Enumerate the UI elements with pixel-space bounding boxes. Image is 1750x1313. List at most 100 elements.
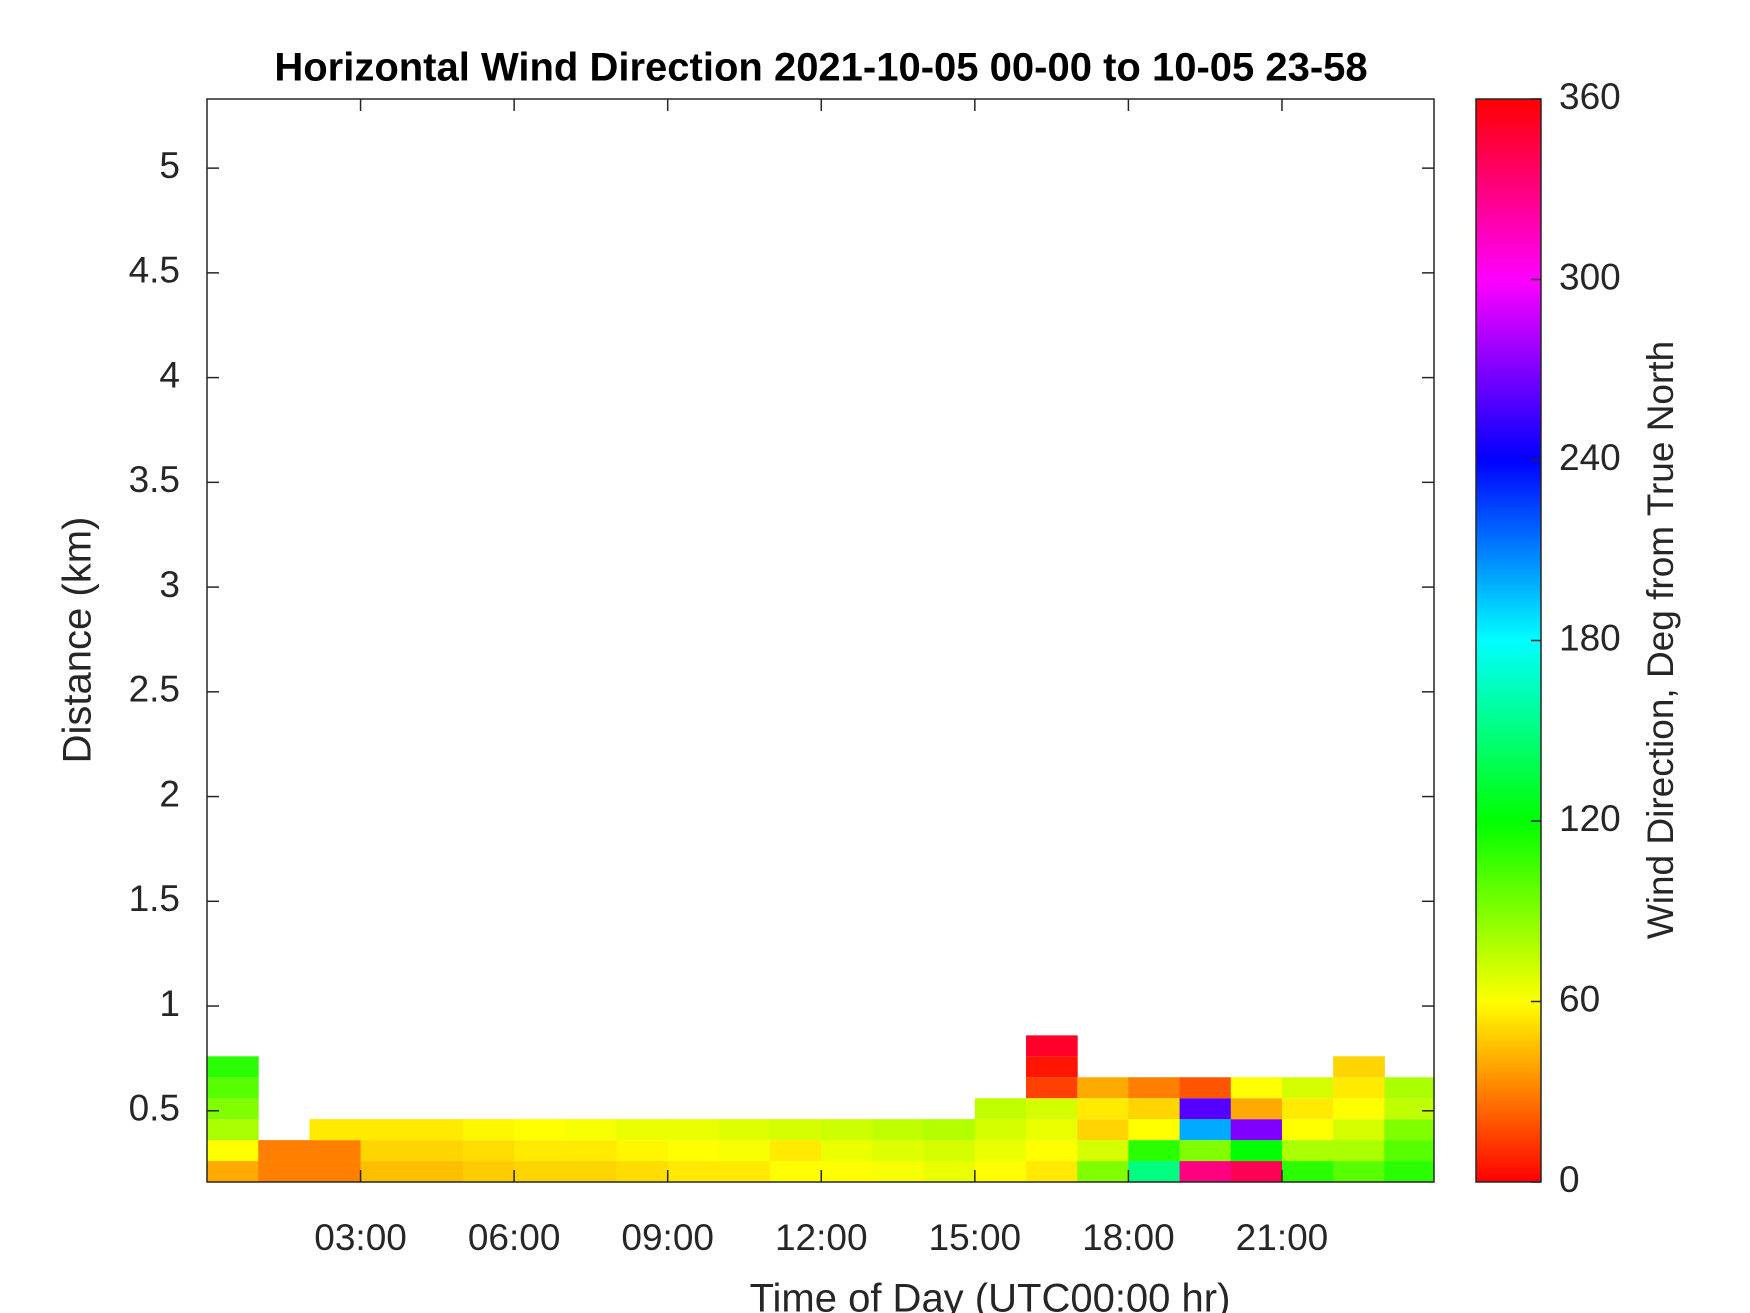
y-tick-label: 4: [159, 354, 180, 395]
heatmap-cell: [1026, 1119, 1078, 1141]
heatmap-cell: [974, 1161, 1027, 1182]
y-tick-label: 3.5: [129, 459, 180, 500]
heatmap-cell: [360, 1161, 413, 1182]
heatmap-cell: [514, 1161, 566, 1182]
heatmap-cell: [923, 1140, 976, 1162]
heatmap-cell: [1179, 1140, 1232, 1162]
heatmap-cell: [309, 1119, 362, 1141]
heatmap-cell: [667, 1161, 720, 1182]
heatmap-cell: [667, 1119, 720, 1141]
colorbar-tick-label: 0: [1559, 1159, 1580, 1200]
y-tick-label: 2: [159, 773, 180, 814]
x-tick-label: 06:00: [468, 1217, 561, 1258]
heatmap-cell: [718, 1161, 771, 1182]
heatmap-cell: [207, 1056, 259, 1078]
heatmap-cell: [1230, 1161, 1283, 1182]
heatmap-cell: [770, 1119, 822, 1141]
heatmap-cell: [821, 1119, 873, 1141]
heatmap-cell: [770, 1161, 822, 1182]
heatmap-cell: [1077, 1077, 1129, 1099]
colorbar-tick-label: 60: [1559, 978, 1600, 1019]
heatmap-cell: [207, 1161, 259, 1182]
heatmap-cell: [514, 1119, 566, 1141]
heatmap-cell: [1281, 1098, 1334, 1120]
heatmap-cell: [1026, 1098, 1078, 1120]
heatmap-cell: [1230, 1098, 1283, 1120]
heatmap-cell: [565, 1119, 618, 1141]
heatmap-cell: [411, 1161, 464, 1182]
heatmap-cell: [207, 1098, 259, 1120]
heatmap-cell: [1026, 1077, 1078, 1099]
chart-title: Horizontal Wind Direction 2021-10-05 00-…: [274, 46, 1367, 90]
heatmap-cell: [309, 1161, 362, 1182]
y-tick-label: 2.5: [129, 669, 180, 710]
heatmap-cell: [1333, 1140, 1385, 1162]
heatmap-cell: [462, 1119, 515, 1141]
heatmap-cell: [360, 1140, 413, 1162]
heatmap-cell: [360, 1119, 413, 1141]
colorbar-tick-label: 180: [1559, 617, 1621, 658]
x-tick-label: 09:00: [621, 1217, 714, 1258]
heatmap-cell: [462, 1161, 515, 1182]
heatmap-cell: [207, 1077, 259, 1099]
heatmap-cell: [1230, 1119, 1283, 1141]
heatmap-cell: [974, 1098, 1027, 1120]
heatmap-cell: [1128, 1140, 1181, 1162]
heatmap-cell: [462, 1140, 515, 1162]
heatmap-cell: [1384, 1098, 1435, 1120]
heatmap-cell: [1281, 1077, 1334, 1099]
x-axis-label: Time of Day (UTC00:00 hr): [750, 1277, 1231, 1313]
x-tick-label: 03:00: [314, 1217, 407, 1258]
heatmap-cell: [258, 1140, 310, 1162]
x-tick-label: 21:00: [1236, 1217, 1329, 1258]
y-tick-label: 3: [159, 564, 180, 605]
x-tick-label: 12:00: [775, 1217, 868, 1258]
heatmap-cell: [667, 1140, 720, 1162]
heatmap-cell: [207, 1140, 259, 1162]
x-tick-label: 15:00: [929, 1217, 1022, 1258]
colorbar-label: Wind Direction, Deg from True North: [1640, 341, 1681, 939]
heatmap-cell: [1384, 1077, 1435, 1099]
heatmap-cell: [974, 1140, 1027, 1162]
heatmap-cell: [1333, 1077, 1385, 1099]
plot-frame: [206, 98, 1435, 1183]
y-tick-label: 4.5: [129, 250, 180, 291]
heatmap-cell: [872, 1140, 925, 1162]
heatmap-cell: [1281, 1119, 1334, 1141]
heatmap-cell: [616, 1140, 669, 1162]
heatmap-cell: [1281, 1161, 1334, 1182]
heatmap-cell: [872, 1161, 925, 1182]
heatmap-cell: [1333, 1098, 1385, 1120]
heatmap-cell: [718, 1119, 771, 1141]
heatmap-cell: [1333, 1056, 1385, 1078]
heatmap-cell: [923, 1119, 976, 1141]
heatmap-cell: [1230, 1140, 1283, 1162]
colorbar-tick-label: 360: [1559, 76, 1621, 117]
heatmap-cell: [411, 1140, 464, 1162]
heatmap-cell: [821, 1140, 873, 1162]
heatmap-cell: [1128, 1119, 1181, 1141]
heatmap-cell: [1230, 1077, 1283, 1099]
heatmap-cell: [1179, 1077, 1232, 1099]
y-tick-label: 1: [159, 983, 180, 1024]
heatmap-cell: [821, 1161, 873, 1182]
y-tick-label: 0.5: [129, 1088, 180, 1129]
heatmap-cell: [1128, 1161, 1181, 1182]
heatmap-cell: [1333, 1161, 1385, 1182]
heatmap-cell: [1128, 1077, 1181, 1099]
heatmap-cell: [1179, 1161, 1232, 1182]
heatmap-cell: [565, 1161, 618, 1182]
y-tick-label: 1.5: [129, 878, 180, 919]
heatmap-cell: [718, 1140, 771, 1162]
x-tick-label: 18:00: [1082, 1217, 1175, 1258]
heatmap-cell: [974, 1119, 1027, 1141]
heatmap-cell: [1281, 1140, 1334, 1162]
colorbar-tick-label: 240: [1559, 437, 1621, 478]
heatmap-cell: [1077, 1140, 1129, 1162]
heatmap-cell: [207, 1119, 259, 1141]
heatmap-cell: [1179, 1098, 1232, 1120]
heatmap-cell: [1026, 1035, 1078, 1057]
heatmap-cell: [1179, 1119, 1232, 1141]
heatmap-cell: [565, 1140, 618, 1162]
